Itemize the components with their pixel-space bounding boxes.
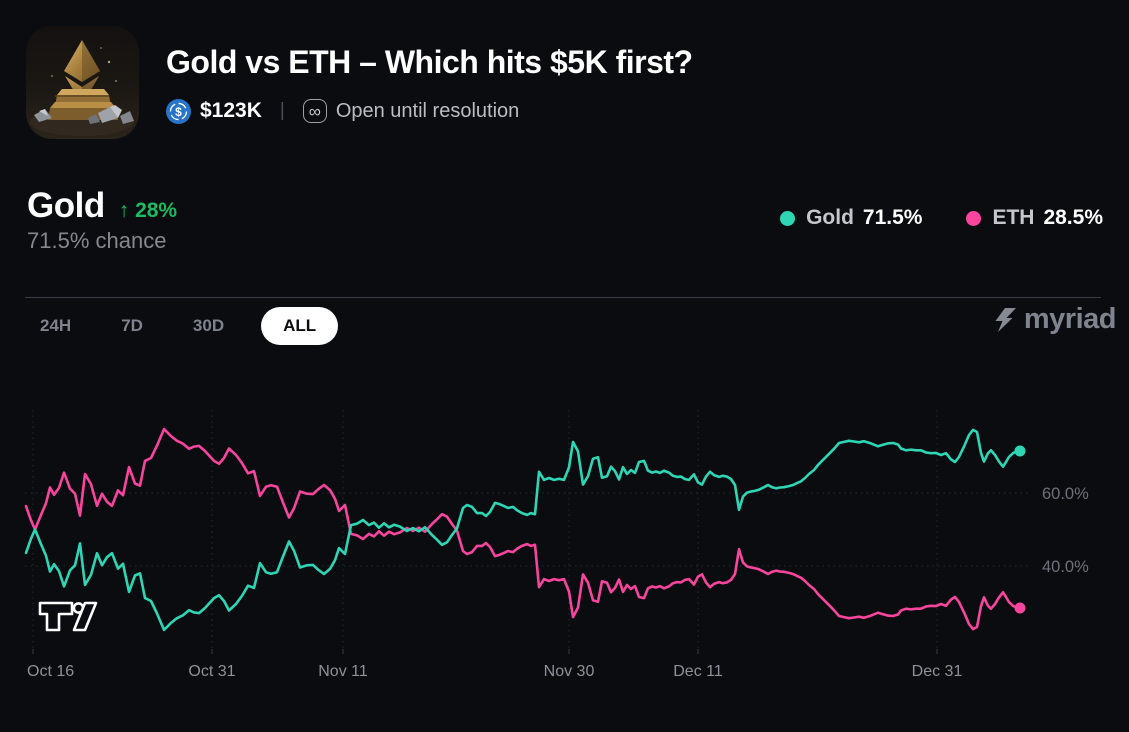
legend-eth-label: ETH — [992, 206, 1035, 229]
usdc-volume-icon: $ — [166, 98, 191, 124]
market-thumbnail — [26, 26, 139, 139]
legend-item-eth[interactable]: ETH 28.5% — [966, 206, 1103, 230]
page-title: Gold vs ETH – Which hits $5K first? — [166, 44, 693, 80]
svg-text:Oct 31: Oct 31 — [188, 663, 235, 680]
legend-eth-value: 28.5% — [1043, 206, 1103, 229]
section-divider — [25, 297, 1101, 298]
svg-text:Dec 11: Dec 11 — [673, 663, 723, 680]
legend-gold-label: Gold — [806, 206, 854, 229]
outcome-change-value: 28% — [135, 199, 178, 222]
gold-eth-thumbnail-art — [26, 26, 139, 139]
outcome-chance: 71.5% chance — [27, 228, 167, 253]
volume-value: $123K — [200, 99, 262, 122]
svg-text:Nov 30: Nov 30 — [544, 663, 595, 680]
svg-text:40.0%: 40.0% — [1042, 558, 1089, 576]
gold-legend-dot-icon — [780, 210, 796, 226]
tab-all[interactable]: ALL — [261, 307, 339, 345]
tradingview-logo-icon[interactable] — [38, 601, 98, 632]
svg-text:Dec 31: Dec 31 — [912, 663, 963, 680]
svg-text:Nov 11: Nov 11 — [318, 663, 368, 680]
legend-item-gold[interactable]: Gold 71.5% — [780, 206, 922, 230]
tab-24h[interactable]: 24H — [27, 307, 84, 345]
resolution-status: Open until resolution — [335, 99, 520, 122]
probability-chart-svg[interactable]: Oct 16 Oct 31 Nov 11 Nov 30 Dec 11 Dec 31 60.0… — [0, 385, 1129, 725]
tab-30d[interactable]: 30D — [180, 307, 237, 345]
svg-text:Oct 16: Oct 16 — [27, 663, 74, 680]
chart-legend: Gold 71.5% ETH 28.5% — [780, 206, 1103, 230]
legend-gold-value: 71.5% — [862, 206, 923, 229]
meta-separator: | — [279, 100, 285, 121]
tab-7d[interactable]: 7D — [108, 307, 156, 345]
arrow-up-icon: ↑ — [118, 199, 130, 222]
myriad-bolt-icon — [995, 307, 1016, 332]
myriad-logo: myriad — [988, 303, 1117, 336]
outcome-name: Gold — [27, 186, 105, 225]
timeframe-tabs: 24H 7D 30D ALL — [27, 307, 339, 345]
myriad-wordmark: myriad — [1023, 303, 1117, 335]
svg-text:60.0%: 60.0% — [1042, 485, 1089, 503]
market-meta-row: $ $123K | ∞ Open until resolution — [166, 96, 519, 126]
outcome-change: ↑ 28% — [119, 199, 177, 223]
infinity-icon: ∞ — [302, 99, 327, 123]
leading-outcome: Gold ↑ 28% — [27, 186, 177, 226]
svg-text:$: $ — [175, 104, 182, 118]
eth-legend-dot-icon — [966, 210, 982, 226]
price-chart[interactable]: Oct 16 Oct 31 Nov 11 Nov 30 Dec 11 Dec 31 60.0… — [0, 385, 1129, 725]
